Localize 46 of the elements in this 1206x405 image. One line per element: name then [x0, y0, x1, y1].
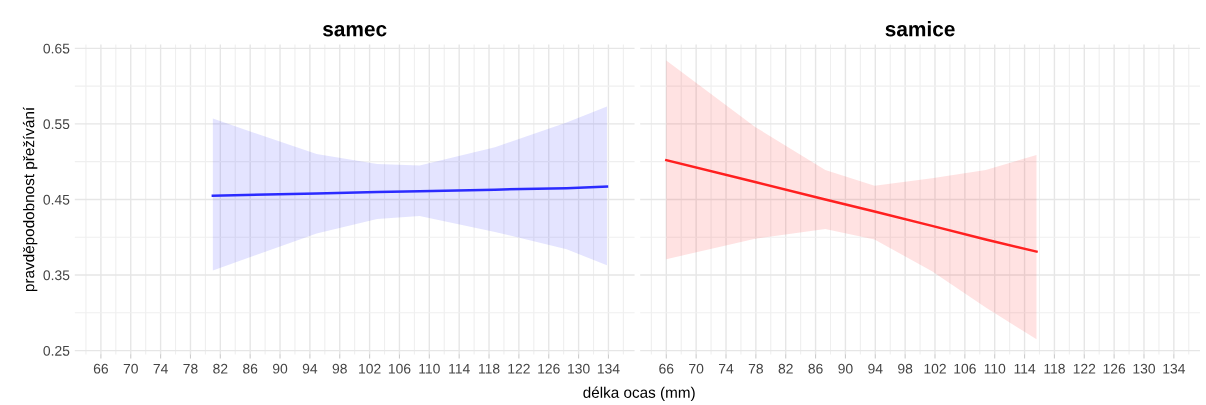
x-tick-label: 82: [213, 363, 228, 374]
x-tick-label: 122: [508, 363, 530, 374]
x-tick-label: 106: [388, 363, 411, 374]
x-tick-label: 126: [538, 363, 560, 374]
x-tick-label: 94: [302, 363, 318, 374]
x-tick-label: 78: [748, 363, 763, 374]
x-tick-label: 74: [153, 363, 168, 374]
x-tick-label: 134: [597, 363, 620, 374]
y-tick-label: 0.45: [43, 194, 70, 205]
x-tick-label: 70: [689, 363, 704, 374]
x-tick-label: 74: [718, 363, 734, 374]
x-tick-label: 122: [1073, 363, 1096, 374]
x-tick-label: 78: [183, 363, 198, 374]
x-tick-label: 130: [1133, 363, 1156, 374]
x-tick-label: 114: [449, 363, 470, 374]
x-tick-label: 98: [332, 363, 347, 374]
x-tick-label: 110: [984, 363, 1006, 374]
x-tick-label: 134: [1163, 363, 1186, 374]
y-axis-title: pravděpodobnost přežívání: [22, 106, 38, 292]
x-tick-label: 98: [898, 363, 913, 374]
x-tick-label: 90: [272, 363, 288, 374]
x-tick-label: 90: [838, 363, 853, 374]
x-tick-label: 82: [778, 363, 793, 374]
x-tick-label: 66: [93, 363, 109, 374]
y-tick-label: 0.35: [43, 270, 70, 281]
x-tick-label: 102: [359, 363, 381, 374]
x-tick-label: 114: [1014, 363, 1036, 374]
y-tick-label: 0.25: [43, 345, 70, 356]
x-tick-label: 126: [1103, 363, 1126, 374]
x-tick-label: 66: [659, 363, 674, 374]
x-tick-label: 110: [419, 363, 440, 374]
line-series: [211, 185, 609, 197]
chart-title: samec: [322, 25, 387, 37]
x-tick-label: 86: [808, 363, 823, 374]
x-tick-label: 102: [924, 363, 946, 374]
y-tick-label: 0.65: [43, 43, 70, 54]
x-tick-label: 94: [868, 363, 883, 374]
x-tick-label: 118: [1044, 363, 1065, 374]
x-tick-label: 70: [123, 363, 138, 374]
x-axis-title: délka ocas (mm): [583, 386, 695, 401]
x-tick-label: 86: [243, 363, 258, 374]
x-tick-label: 118: [479, 363, 500, 374]
y-tick-label: 0.55: [43, 119, 70, 130]
x-tick-label: 106: [954, 363, 976, 374]
x-tick-label: 130: [568, 363, 590, 374]
chart-title: samice: [885, 21, 955, 37]
